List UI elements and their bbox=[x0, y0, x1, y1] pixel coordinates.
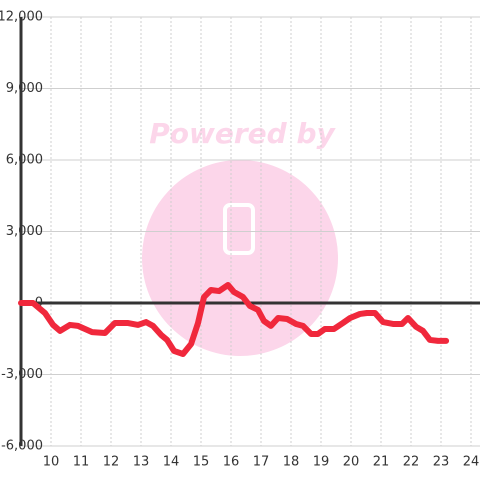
x-tick-label: 23 bbox=[433, 455, 450, 470]
x-tick-label: 24 bbox=[463, 455, 480, 470]
x-tick-label: 11 bbox=[73, 455, 90, 470]
x-tick-label: 19 bbox=[313, 455, 330, 470]
x-tick-label: 20 bbox=[343, 455, 360, 470]
x-tick-label: 14 bbox=[163, 455, 180, 470]
y-tick-label: 6,000 bbox=[6, 153, 43, 168]
watermark-circle bbox=[142, 160, 338, 356]
plot-area: -6,000-3,00003,0006,0009,00012,000101112… bbox=[0, 10, 480, 470]
data-line bbox=[18, 282, 450, 358]
x-tick-label: 22 bbox=[403, 455, 420, 470]
x-tick-label: 12 bbox=[103, 455, 120, 470]
y-tick-label: 3,000 bbox=[6, 224, 43, 239]
x-tick-label: 17 bbox=[253, 455, 270, 470]
watermark-text: Powered by bbox=[149, 117, 336, 150]
y-tick-label: 9,000 bbox=[6, 81, 43, 96]
x-tick-label: 10 bbox=[43, 455, 60, 470]
watermark-icon bbox=[223, 203, 255, 255]
x-tick-label: 18 bbox=[283, 455, 300, 470]
x-tick-label: 16 bbox=[223, 455, 240, 470]
x-tick-label: 15 bbox=[193, 455, 210, 470]
x-tick-label: 21 bbox=[373, 455, 390, 470]
x-tick-label: 13 bbox=[133, 455, 150, 470]
